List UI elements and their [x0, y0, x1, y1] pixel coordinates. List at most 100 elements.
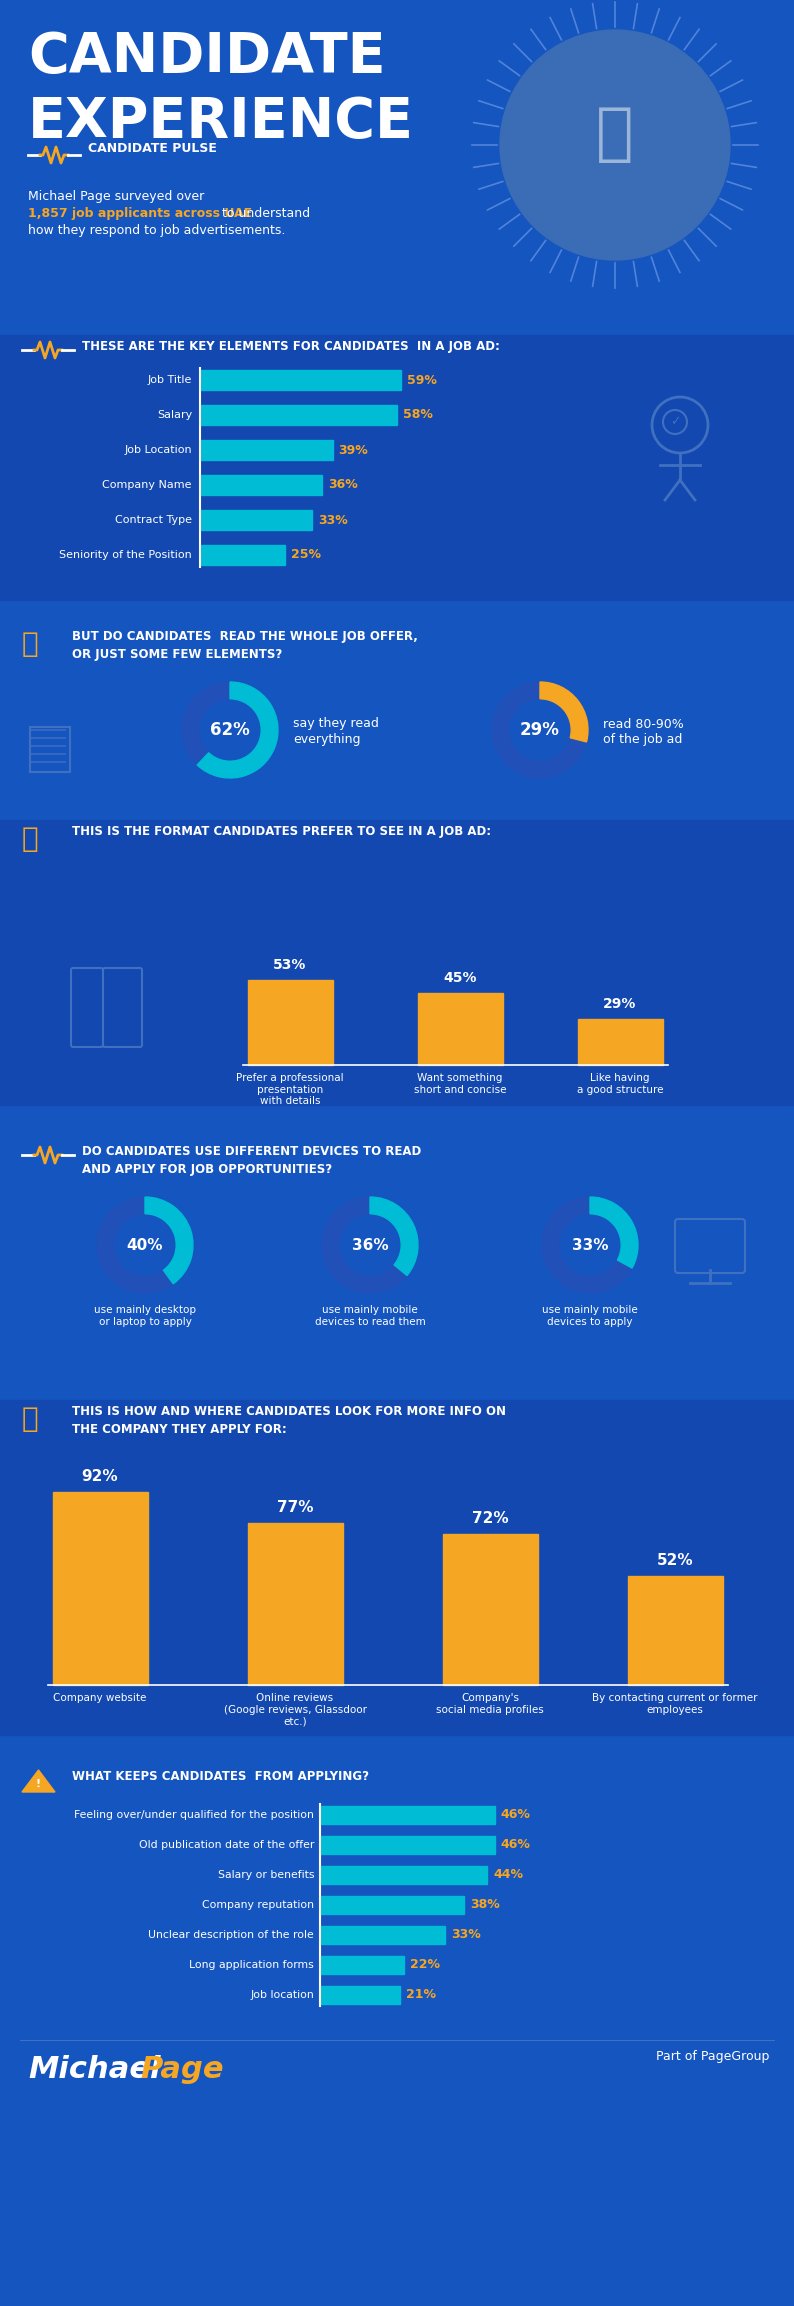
Wedge shape: [590, 1197, 638, 1268]
Text: Company reputation: Company reputation: [202, 1900, 314, 1909]
FancyBboxPatch shape: [200, 406, 397, 424]
Text: Michael: Michael: [28, 2055, 160, 2085]
Text: Old publication date of the offer: Old publication date of the offer: [139, 1840, 314, 1849]
Text: Contract Type: Contract Type: [115, 514, 192, 526]
Text: 29%: 29%: [520, 722, 560, 738]
Text: Long application forms: Long application forms: [189, 1960, 314, 1969]
Text: 46%: 46%: [501, 1808, 530, 1822]
Text: 62%: 62%: [210, 722, 250, 738]
Text: Company Name: Company Name: [102, 480, 192, 489]
FancyBboxPatch shape: [442, 1533, 538, 1686]
Text: Job Title: Job Title: [148, 376, 192, 385]
FancyBboxPatch shape: [200, 369, 401, 390]
Text: 21%: 21%: [406, 1988, 436, 2002]
Text: WHAT KEEPS CANDIDATES  FROM APPLYING?: WHAT KEEPS CANDIDATES FROM APPLYING?: [72, 1771, 369, 1783]
Text: Prefer a professional
presentation
with details: Prefer a professional presentation with …: [236, 1072, 344, 1107]
Text: Job Location: Job Location: [125, 445, 192, 454]
Text: Job location: Job location: [250, 1990, 314, 1999]
Text: 25%: 25%: [291, 549, 321, 560]
Text: THIS IS THE FORMAT CANDIDATES PREFER TO SEE IN A JOB AD:: THIS IS THE FORMAT CANDIDATES PREFER TO …: [72, 826, 491, 837]
FancyBboxPatch shape: [320, 1985, 400, 2004]
Wedge shape: [197, 683, 278, 777]
Text: 36%: 36%: [329, 480, 358, 491]
Text: OR JUST SOME FEW ELEMENTS?: OR JUST SOME FEW ELEMENTS?: [72, 648, 282, 662]
Text: 38%: 38%: [470, 1898, 500, 1912]
Wedge shape: [182, 683, 278, 777]
Text: Feeling over/under qualified for the position: Feeling over/under qualified for the pos…: [74, 1810, 314, 1819]
Text: to understand: to understand: [218, 208, 310, 219]
FancyBboxPatch shape: [320, 1955, 403, 1974]
FancyBboxPatch shape: [200, 475, 322, 496]
Text: read 80-90%: read 80-90%: [603, 717, 684, 731]
Text: Part of PageGroup: Part of PageGroup: [656, 2050, 769, 2064]
Text: By contacting current or former
employees: By contacting current or former employee…: [592, 1693, 757, 1716]
Text: Unclear description of the role: Unclear description of the role: [148, 1930, 314, 1939]
Circle shape: [500, 30, 730, 261]
FancyBboxPatch shape: [418, 994, 503, 1065]
Text: AND APPLY FOR JOB OPPORTUNITIES?: AND APPLY FOR JOB OPPORTUNITIES?: [82, 1162, 332, 1176]
FancyBboxPatch shape: [200, 510, 312, 530]
Text: Page: Page: [140, 2055, 223, 2085]
Text: 45%: 45%: [443, 971, 476, 985]
Wedge shape: [542, 1197, 638, 1294]
Text: THE COMPANY THEY APPLY FOR:: THE COMPANY THEY APPLY FOR:: [72, 1423, 287, 1437]
FancyBboxPatch shape: [0, 334, 794, 600]
Text: 40%: 40%: [127, 1238, 164, 1252]
Text: Like having
a good structure: Like having a good structure: [576, 1072, 663, 1095]
Text: 77%: 77%: [277, 1501, 314, 1515]
FancyBboxPatch shape: [248, 1524, 342, 1686]
Text: use mainly mobile
devices to apply: use mainly mobile devices to apply: [542, 1305, 638, 1326]
Text: EXPERIENCE: EXPERIENCE: [28, 95, 414, 150]
FancyBboxPatch shape: [320, 1866, 488, 1884]
Text: ✓: ✓: [670, 415, 680, 429]
FancyBboxPatch shape: [200, 440, 333, 459]
Wedge shape: [97, 1197, 193, 1294]
FancyBboxPatch shape: [52, 1492, 148, 1686]
Text: 💻: 💻: [596, 106, 634, 166]
Text: DO CANDIDATES USE DIFFERENT DEVICES TO READ: DO CANDIDATES USE DIFFERENT DEVICES TO R…: [82, 1146, 422, 1158]
Wedge shape: [322, 1197, 418, 1294]
FancyBboxPatch shape: [320, 1806, 495, 1824]
Text: how they respond to job advertisements.: how they respond to job advertisements.: [28, 224, 285, 238]
Text: 33%: 33%: [318, 514, 348, 526]
Text: 58%: 58%: [403, 408, 433, 422]
Text: 46%: 46%: [501, 1838, 530, 1852]
Text: THIS IS HOW AND WHERE CANDIDATES LOOK FOR MORE INFO ON: THIS IS HOW AND WHERE CANDIDATES LOOK FO…: [72, 1404, 506, 1418]
Text: BUT DO CANDIDATES  READ THE WHOLE JOB OFFER,: BUT DO CANDIDATES READ THE WHOLE JOB OFF…: [72, 630, 418, 643]
Text: Company website: Company website: [53, 1693, 147, 1704]
FancyBboxPatch shape: [200, 544, 285, 565]
Text: use mainly desktop
or laptop to apply: use mainly desktop or laptop to apply: [94, 1305, 196, 1326]
Text: Salary: Salary: [156, 410, 192, 420]
Text: 72%: 72%: [472, 1510, 508, 1527]
FancyBboxPatch shape: [627, 1575, 723, 1686]
Text: of the job ad: of the job ad: [603, 733, 682, 747]
FancyBboxPatch shape: [0, 1400, 794, 1734]
FancyBboxPatch shape: [320, 1896, 464, 1914]
Text: 33%: 33%: [572, 1238, 608, 1252]
Text: Company's
social media profiles: Company's social media profiles: [436, 1693, 544, 1716]
Text: 👓: 👓: [22, 630, 39, 657]
Wedge shape: [145, 1197, 193, 1284]
Text: 44%: 44%: [493, 1868, 523, 1882]
Text: 🎨: 🎨: [22, 826, 39, 853]
Text: 52%: 52%: [657, 1552, 693, 1568]
FancyBboxPatch shape: [320, 1926, 445, 1944]
Wedge shape: [370, 1197, 418, 1275]
Text: THESE ARE THE KEY ELEMENTS FOR CANDIDATES  IN A JOB AD:: THESE ARE THE KEY ELEMENTS FOR CANDIDATE…: [82, 339, 500, 353]
Text: use mainly mobile
devices to read them: use mainly mobile devices to read them: [314, 1305, 426, 1326]
Text: Online reviews
(Google reviews, Glassdoor
etc.): Online reviews (Google reviews, Glassdoo…: [223, 1693, 367, 1727]
FancyBboxPatch shape: [0, 0, 794, 330]
Wedge shape: [492, 683, 588, 777]
Text: 36%: 36%: [352, 1238, 388, 1252]
Text: Salary or benefits: Salary or benefits: [218, 1870, 314, 1879]
Polygon shape: [22, 1771, 55, 1792]
Wedge shape: [540, 683, 588, 743]
Text: 🔍: 🔍: [22, 1404, 39, 1432]
Text: CANDIDATE PULSE: CANDIDATE PULSE: [88, 141, 217, 155]
FancyBboxPatch shape: [577, 1019, 662, 1065]
Text: Seniority of the Position: Seniority of the Position: [60, 551, 192, 560]
Text: 92%: 92%: [82, 1469, 118, 1483]
Text: 39%: 39%: [338, 443, 368, 457]
Text: CANDIDATE: CANDIDATE: [28, 30, 386, 83]
Text: say they read: say they read: [293, 717, 379, 731]
